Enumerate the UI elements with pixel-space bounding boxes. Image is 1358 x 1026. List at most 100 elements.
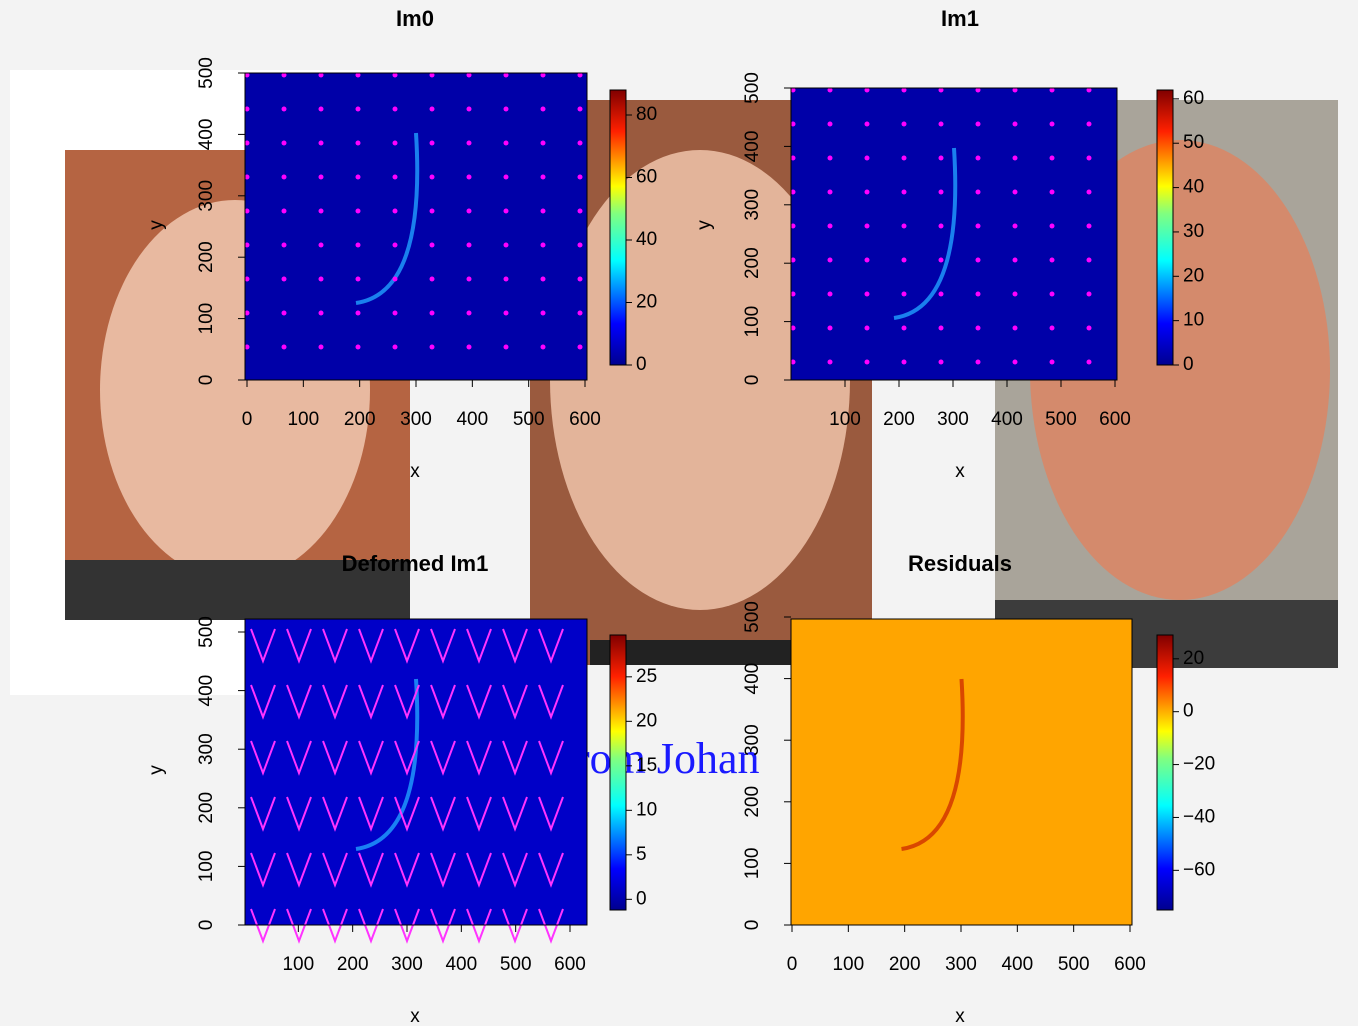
x-tick-label: 500 xyxy=(1045,409,1077,430)
control-point xyxy=(790,121,796,127)
control-point xyxy=(864,325,870,331)
control-point xyxy=(355,174,361,180)
x-tick-label: 300 xyxy=(400,409,432,430)
plot-area xyxy=(245,619,587,925)
x-axis-label: x xyxy=(955,461,965,482)
displacement-arrow xyxy=(358,740,384,776)
control-point xyxy=(938,291,944,297)
x-tick-label: 0 xyxy=(787,954,798,975)
displacement-arrow xyxy=(250,908,276,944)
control-point xyxy=(244,344,250,350)
control-point xyxy=(827,155,833,161)
control-point xyxy=(244,140,250,146)
control-point xyxy=(1086,359,1092,365)
control-point xyxy=(864,257,870,263)
control-point xyxy=(540,140,546,146)
control-point xyxy=(864,189,870,195)
displacement-arrow xyxy=(502,852,528,888)
control-point xyxy=(1086,155,1092,161)
displacement-arrow xyxy=(286,740,312,776)
y-tick-label: 500 xyxy=(742,601,763,633)
control-point xyxy=(355,72,361,78)
y-tick-label: 300 xyxy=(196,180,217,212)
control-point xyxy=(901,359,907,365)
control-point xyxy=(466,344,472,350)
colorbar-tick-label: 40 xyxy=(1183,177,1204,198)
control-point xyxy=(864,359,870,365)
control-point xyxy=(577,276,583,282)
plot-title: Im1 xyxy=(941,6,979,31)
displacement-arrow xyxy=(466,628,492,664)
control-point xyxy=(864,291,870,297)
control-point xyxy=(864,87,870,93)
control-point xyxy=(281,242,287,248)
control-point xyxy=(281,310,287,316)
displacement-arrow xyxy=(286,852,312,888)
control-point xyxy=(503,276,509,282)
control-point xyxy=(429,344,435,350)
control-point xyxy=(466,276,472,282)
control-point xyxy=(1086,87,1092,93)
control-point xyxy=(1012,325,1018,331)
control-point xyxy=(318,208,324,214)
control-point xyxy=(1049,257,1055,263)
plot-title: Residuals xyxy=(908,551,1012,576)
control-point xyxy=(1086,257,1092,263)
control-point xyxy=(429,140,435,146)
plot-border xyxy=(244,618,588,926)
x-tick-label: 200 xyxy=(883,409,915,430)
displacement-arrow xyxy=(430,628,456,664)
control-point xyxy=(540,310,546,316)
x-tick-label: 500 xyxy=(1058,954,1090,975)
control-point xyxy=(1086,325,1092,331)
colorbar-tick-label: 20 xyxy=(1183,265,1204,286)
image-feature xyxy=(355,678,420,851)
x-axis-label: x xyxy=(955,1006,965,1026)
control-point xyxy=(938,87,944,93)
control-point xyxy=(577,310,583,316)
colorbar-tick-label: 20 xyxy=(636,710,657,731)
control-point xyxy=(429,174,435,180)
x-tick-label: 100 xyxy=(832,954,864,975)
control-point xyxy=(827,257,833,263)
x-tick-label: 300 xyxy=(937,409,969,430)
control-point xyxy=(975,189,981,195)
plot-title: Im0 xyxy=(396,6,434,31)
displacement-arrow xyxy=(502,684,528,720)
x-tick-label: 200 xyxy=(344,409,376,430)
control-point xyxy=(790,359,796,365)
control-point xyxy=(1086,223,1092,229)
plot-panel: 0 100 200 300 400 500 6000100200300400500−60−4… xyxy=(742,551,1215,1026)
x-tick-label: 500 xyxy=(513,409,545,430)
control-point xyxy=(577,72,583,78)
control-point xyxy=(975,257,981,263)
control-point xyxy=(281,344,287,350)
control-point xyxy=(1012,359,1018,365)
y-tick-label: 300 xyxy=(196,733,217,765)
overlay-text: rom Johan xyxy=(575,734,760,783)
control-point xyxy=(503,140,509,146)
control-point xyxy=(1012,257,1018,263)
colorbar-tick-label: −60 xyxy=(1183,859,1215,880)
x-tick-label: 100 xyxy=(829,409,861,430)
control-point xyxy=(503,208,509,214)
x-tick-label: 500 xyxy=(500,954,532,975)
displacement-arrow xyxy=(322,684,348,720)
control-point xyxy=(901,87,907,93)
control-point xyxy=(466,106,472,112)
y-tick-label: 300 xyxy=(742,189,763,221)
displacement-arrow xyxy=(466,740,492,776)
colorbar-tick-label: 0 xyxy=(1183,701,1194,722)
y-tick-label: 500 xyxy=(196,616,217,648)
colorbar xyxy=(609,634,627,911)
displacement-arrow xyxy=(286,684,312,720)
control-point xyxy=(392,276,398,282)
displacement-arrow xyxy=(250,740,276,776)
control-point xyxy=(938,359,944,365)
displacement-arrow xyxy=(322,740,348,776)
control-point xyxy=(901,325,907,331)
plot-title: Deformed Im1 xyxy=(342,551,489,576)
control-point xyxy=(1086,121,1092,127)
x-tick-label: 300 xyxy=(945,954,977,975)
displacement-arrow xyxy=(466,852,492,888)
